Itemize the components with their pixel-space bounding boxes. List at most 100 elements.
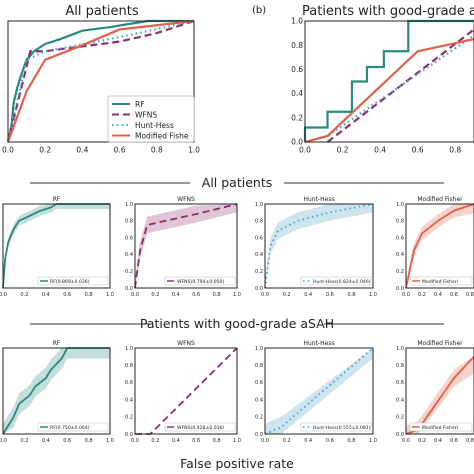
y-tick-label: 0.8	[125, 363, 133, 369]
x-tick-label: 0.8	[347, 438, 355, 444]
x-tick-label: 0.0	[131, 438, 139, 444]
x-tick-label: 0.6	[412, 146, 424, 155]
confidence-band	[265, 204, 373, 288]
confidence-band	[406, 356, 474, 434]
y-tick-label: 0.8	[291, 41, 303, 50]
plot-frame	[134, 347, 238, 435]
x-tick-label: 0.4	[172, 438, 180, 444]
x-tick-label: 0.8	[466, 292, 474, 298]
panel-title: Hunt-Hess	[303, 340, 334, 347]
y-tick-label: 0.4	[255, 397, 263, 403]
y-tick-label: 1.0	[255, 346, 263, 352]
y-tick-label: 0.8	[255, 363, 263, 369]
legend-label: Hunt-Hess	[135, 121, 174, 130]
y-tick-label: 0.2	[125, 269, 133, 275]
series-line-modified-fishe	[6, 19, 195, 143]
legend-box	[37, 276, 109, 286]
x-tick-label: 0.8	[151, 146, 163, 155]
panel-title: RF	[53, 340, 61, 347]
panel-title: WFNS	[177, 196, 195, 203]
x-tick-label: 0.6	[326, 292, 334, 298]
plot-frame	[264, 203, 374, 289]
x-tick-label: 0.4	[76, 146, 88, 155]
x-tick-label: 0.6	[192, 438, 200, 444]
panel-title: WFNS	[177, 340, 195, 347]
bottom-x-axis-label: False positive rate	[180, 456, 294, 471]
x-tick-label: 0.6	[63, 292, 71, 298]
panel-a-title: All patients	[65, 4, 139, 19]
y-tick-label: 0.4	[396, 397, 404, 403]
legend-box	[409, 276, 473, 286]
x-tick-label: 0.0	[2, 146, 14, 155]
legend-label: Modified Fisher(	[422, 279, 459, 285]
legend-box	[409, 422, 473, 432]
plot-frame	[2, 203, 111, 289]
series-line-rf	[2, 347, 110, 435]
x-tick-label: 0.2	[20, 438, 28, 444]
chart-panel-9: Modified Fisher 0.0 0.2 0.4 0.6 0.8 0.0 0.2 0.4 0…	[396, 340, 474, 444]
x-tick-label: 0.8	[466, 438, 474, 444]
x-tick-label: 0.2	[151, 292, 159, 298]
y-tick-label: 0.8	[255, 219, 263, 225]
legend-box	[107, 95, 195, 143]
legend-label: Modified Fishe	[135, 132, 189, 141]
x-tick-label: 0.2	[283, 292, 291, 298]
plot-frame	[7, 20, 195, 143]
x-tick-label: 0.4	[304, 438, 312, 444]
series-line-hunt-hess	[264, 347, 374, 435]
chart-panel-7: WFNS 0.0 0.2 0.4 0.6 0.8 1.0 0.0 0.2 0.4 0.6 0.8 1.0…	[125, 340, 241, 444]
y-tick-label: 0.8	[125, 219, 133, 225]
plot-frame	[2, 347, 111, 435]
chart-panel-1: 0.0 0.2 0.4 0.6 0.8 0.0 0.2 0.4 0.6 0.8 1.0	[291, 17, 474, 155]
y-tick-label: 0.0	[125, 432, 133, 438]
series-line-modified-fisher	[405, 355, 474, 435]
confidence-band	[406, 204, 474, 288]
x-tick-label: 0.2	[337, 146, 349, 155]
y-tick-label: 0.6	[396, 380, 404, 386]
y-tick-label: 1.0	[125, 346, 133, 352]
y-tick-label: 1.0	[255, 202, 263, 208]
legend-label: RF	[135, 100, 145, 109]
y-tick-label: 0.0	[255, 286, 263, 292]
series-line-wfns	[134, 203, 238, 289]
y-tick-label: 0.2	[255, 415, 263, 421]
y-tick-label: 0.8	[396, 219, 404, 225]
panel-title: Modified Fisher	[417, 340, 463, 347]
x-tick-label: 0.6	[450, 292, 458, 298]
x-tick-label: 0.6	[192, 292, 200, 298]
x-tick-label: 0.0	[131, 292, 139, 298]
x-tick-label: 0.6	[450, 438, 458, 444]
legend-label: RF(0.750±0.064)	[50, 425, 90, 431]
plot-frame	[134, 203, 238, 289]
legend-label: WFNS(0.428±0.016)	[177, 425, 224, 431]
confidence-band	[3, 348, 110, 434]
series-line-rf	[303, 19, 474, 142]
x-tick-label: 0.0	[402, 292, 410, 298]
x-tick-label: 0.4	[434, 292, 442, 298]
x-tick-label: 0.8	[449, 146, 461, 155]
y-tick-label: 1.0	[396, 346, 404, 352]
legend-label: WFNS	[135, 111, 157, 120]
y-tick-label: 0.4	[125, 252, 133, 258]
x-tick-label: 0.8	[347, 292, 355, 298]
x-tick-label: 1.0	[106, 292, 114, 298]
y-tick-label: 0.6	[125, 235, 133, 241]
series-line-wfns	[6, 19, 195, 143]
y-tick-label: 0.0	[125, 286, 133, 292]
y-tick-label: 0.6	[291, 65, 303, 74]
x-tick-label: 0.2	[20, 292, 28, 298]
x-tick-label: 0.4	[304, 292, 312, 298]
x-tick-label: 0.2	[151, 438, 159, 444]
charts-layer: 0.0 0.2 0.4 0.6 0.8 1.0RFWFNSHunt-HessModifie…	[0, 17, 474, 444]
y-tick-label: 1.0	[396, 202, 404, 208]
y-tick-label: 0.6	[125, 380, 133, 386]
x-tick-label: 1.0	[369, 292, 377, 298]
x-tick-label: 0.0	[0, 438, 7, 444]
y-tick-label: 0.0	[396, 286, 404, 292]
x-tick-label: 0.0	[0, 292, 7, 298]
confidence-band	[265, 348, 373, 434]
x-tick-label: 0.0	[402, 438, 410, 444]
chart-panel-8: Hunt-Hess 0.0 0.2 0.4 0.6 0.8 1.0 0.0 0.2 0.4 0.6 0…	[255, 340, 377, 444]
